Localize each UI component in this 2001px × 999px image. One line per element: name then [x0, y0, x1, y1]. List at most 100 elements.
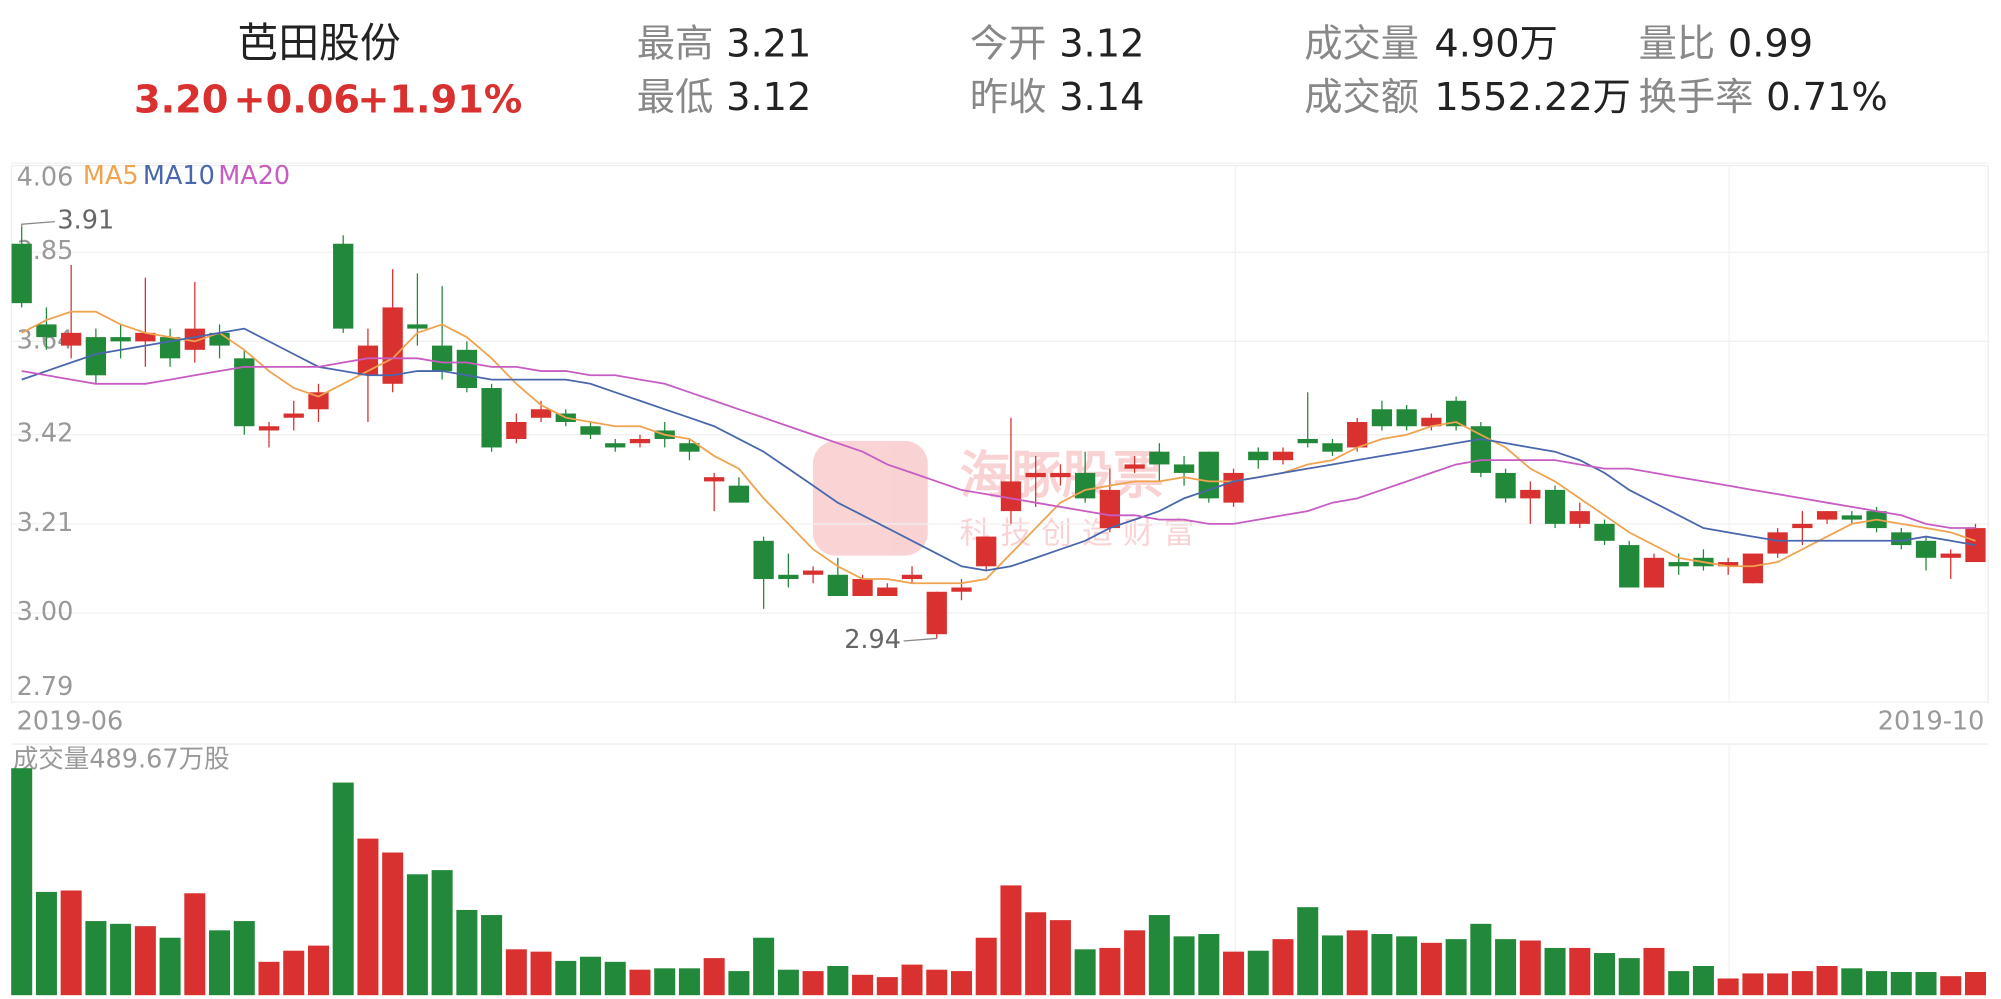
volume-bar — [654, 968, 676, 996]
x-tick-label: 2019-06 — [17, 707, 124, 737]
volume-bar — [1148, 915, 1170, 996]
candle-body — [1025, 472, 1046, 478]
volume-bar — [456, 909, 478, 996]
volume-bar — [1049, 920, 1071, 996]
volume-bar — [1124, 930, 1146, 996]
stat-value: 4.90万 — [1434, 21, 1558, 66]
volume-bar — [1297, 907, 1319, 996]
stat-label: 最低 — [637, 75, 714, 120]
candle-body — [1915, 540, 1937, 558]
annotation: 2.94 — [844, 625, 901, 655]
candle-body — [85, 337, 107, 376]
ma-line — [21, 327, 1976, 572]
volume-bar — [307, 945, 329, 996]
candle-body — [456, 349, 478, 389]
candle-body — [481, 388, 502, 448]
volume-bar — [728, 971, 750, 996]
volume-bar — [678, 968, 700, 996]
volume-bar — [35, 891, 57, 996]
candle-body — [1520, 489, 1541, 499]
volume-bar — [1692, 965, 1714, 996]
candle-body — [877, 587, 898, 597]
price: 3.20 — [134, 77, 228, 122]
candle-body — [382, 307, 403, 384]
volume-bar — [1346, 930, 1368, 996]
volume-bar — [1198, 934, 1220, 996]
stock-name: 芭田股份 — [237, 19, 400, 67]
annotation-leader — [21, 221, 55, 227]
volume-bar — [1025, 912, 1047, 996]
volume-bar — [1643, 947, 1665, 996]
volume-bar — [1321, 935, 1343, 996]
stat-value: 0.71% — [1766, 75, 1888, 120]
volume-bar — [134, 926, 156, 996]
candle-body — [283, 413, 304, 418]
volume-bar — [85, 921, 107, 996]
volume-bar — [159, 937, 181, 996]
candle-body — [1792, 523, 1813, 529]
candle-body — [1643, 557, 1665, 588]
volume-bar — [431, 870, 453, 996]
candle-body — [1050, 472, 1071, 478]
candle-body — [580, 426, 601, 435]
volume-bar — [110, 923, 132, 996]
volume-bar — [1866, 971, 1888, 996]
candle-body — [1619, 545, 1640, 588]
volume-bar — [1445, 939, 1467, 996]
volume-bar — [1470, 923, 1492, 996]
stat-label: 换手率 — [1639, 75, 1754, 120]
candle-body — [926, 591, 947, 635]
candle-body — [1396, 409, 1417, 427]
volume-bar — [258, 961, 280, 996]
stat-label: 成交量 — [1304, 21, 1419, 66]
candle-body — [778, 574, 799, 580]
volume-bar — [1519, 940, 1541, 996]
volume-bar — [1495, 939, 1517, 996]
volume-bar — [1173, 936, 1195, 996]
candle-body — [852, 579, 873, 597]
volume-bar — [332, 782, 354, 996]
ma-line — [21, 357, 1976, 529]
candle-body — [976, 536, 997, 567]
change: +0.06 — [234, 77, 361, 122]
candle-body — [1322, 443, 1343, 452]
legend-entry: MA10 — [143, 161, 215, 191]
candle-body — [951, 587, 972, 592]
candle-body — [308, 392, 329, 410]
candle-body — [1198, 451, 1219, 499]
candle-body — [629, 438, 651, 444]
stat-value: 1552.22万 — [1434, 75, 1631, 120]
candle-body — [1371, 409, 1393, 427]
candle-body — [1347, 421, 1368, 448]
legend-entry: MA20 — [218, 161, 290, 191]
legend-entry: MA5 — [83, 161, 139, 191]
volume-bar — [1816, 965, 1838, 996]
volume-bar — [1000, 885, 1022, 996]
candle-body — [1767, 532, 1788, 554]
candle-body — [1421, 417, 1442, 427]
volume-bar — [1223, 951, 1245, 996]
volume-bar — [1717, 978, 1739, 996]
volume-bar — [60, 890, 82, 996]
candle-body — [1223, 472, 1244, 503]
annotation: 3.91 — [57, 206, 114, 236]
candle-body — [901, 574, 923, 580]
watermark-logo — [812, 440, 928, 556]
volume-bar — [1890, 972, 1912, 996]
volume-bar — [357, 838, 379, 996]
volume-bar — [1544, 947, 1566, 996]
candle-body — [1000, 481, 1022, 512]
candle-body — [36, 324, 57, 338]
volume-bar — [283, 950, 305, 996]
y-tick-label: 3.21 — [17, 508, 74, 538]
candle-body — [1124, 464, 1145, 469]
stat-value: 3.12 — [726, 75, 811, 120]
candle-body — [61, 332, 82, 346]
candle-body — [110, 337, 131, 342]
volume-bar — [1964, 972, 1986, 996]
volume-bar — [11, 768, 33, 996]
candle-body — [234, 358, 255, 427]
candle-body — [1149, 451, 1170, 465]
